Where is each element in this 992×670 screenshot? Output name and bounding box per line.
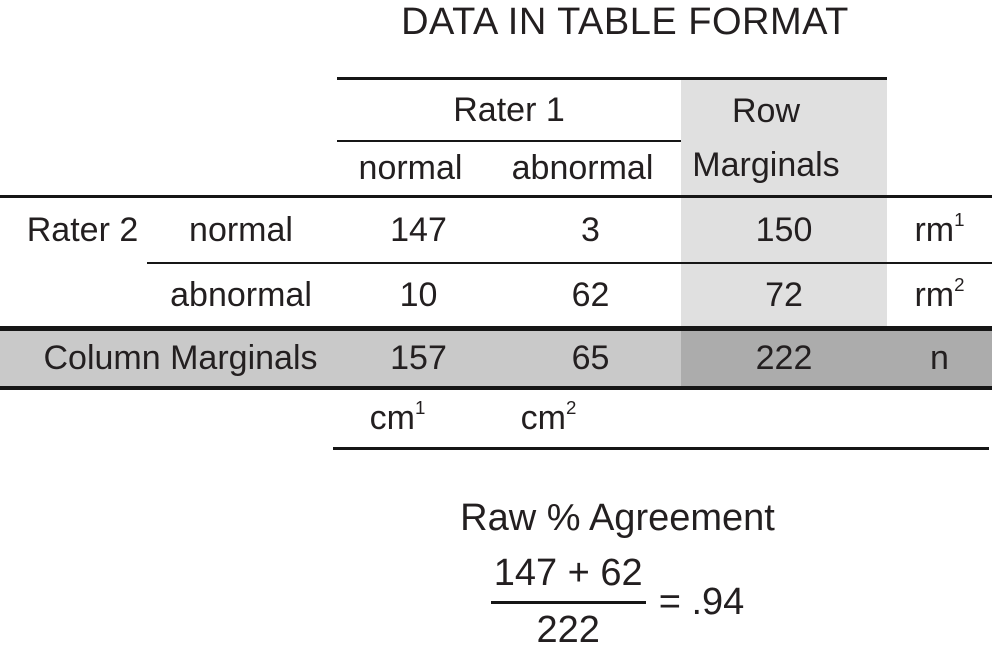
grand-total-cell-shading	[681, 331, 992, 386]
row-label-normal: normal	[189, 210, 293, 249]
column-marginals-row-shading	[0, 331, 681, 386]
cell-column-marginal-1: 157	[390, 339, 447, 377]
rm2-superscript: 2	[954, 274, 965, 296]
table-row-normal: Rater 2 normal 147 3 150 rm1	[0, 198, 992, 262]
row-marginals-column-shading	[681, 80, 887, 326]
row-marginals-header-line1: Row	[731, 91, 801, 130]
cell-abnormal-normal: 10	[399, 275, 438, 314]
rule-above-column-marginals	[0, 326, 992, 331]
column-group-header-rater1: Rater 1	[453, 90, 565, 129]
rule-table-top	[337, 77, 887, 80]
rule-below-column-marginals	[0, 386, 992, 390]
row-marginals-header: Row Marginals	[663, 80, 869, 196]
grand-total-tag-n: n	[930, 339, 949, 377]
row-marginals-header-line2: Marginals	[692, 146, 840, 184]
table-row-abnormal: abnormal 10 62 72 rm2	[0, 264, 992, 326]
column-header-normal: normal	[358, 149, 463, 187]
fraction-denominator: 222	[536, 609, 600, 651]
raw-agreement-formula: 147 + 62 222 = .94	[240, 552, 992, 652]
table-row-column-marginals: Column Marginals 157 65 222 n	[0, 331, 992, 386]
table-row-column-tags: cm1 cm2	[0, 389, 992, 447]
fraction-numerator: 147 + 62	[493, 552, 643, 594]
rm1-superscript: 1	[954, 209, 965, 231]
row-label-abnormal: abnormal	[170, 275, 312, 314]
cell-normal-normal: 147	[390, 210, 447, 249]
cell-row-marginal-1: 150	[755, 210, 813, 249]
rule-between-data-rows	[147, 262, 992, 264]
row-tag-rm2: rm2	[914, 274, 965, 314]
row-group-label-rater2: Rater 2	[26, 210, 139, 249]
cell-row-marginal-2: 72	[765, 275, 803, 314]
cell-grand-total: 222	[755, 339, 813, 377]
rule-under-column-headers	[0, 195, 992, 198]
column-marginals-label: Column Marginals	[43, 339, 318, 377]
column-tag-cm1: cm1	[369, 397, 426, 437]
raw-agreement-heading: Raw % Agreement	[460, 496, 775, 539]
cell-normal-abnormal: 3	[581, 210, 600, 249]
figure-title: DATA IN TABLE FORMAT	[401, 0, 849, 43]
column-tag-cm2: cm2	[520, 397, 577, 437]
cm1-superscript: 1	[414, 397, 426, 419]
formula-result: = .94	[658, 580, 745, 623]
cm2-superscript: 2	[565, 397, 577, 419]
rule-under-rater1	[337, 140, 681, 142]
cell-column-marginal-2: 65	[571, 339, 610, 377]
formula-fraction: 147 + 62 222	[490, 552, 646, 652]
rule-table-bottom	[333, 447, 989, 450]
cell-abnormal-abnormal: 62	[571, 275, 610, 314]
row-tag-rm1: rm1	[914, 209, 965, 249]
fraction-bar	[490, 601, 646, 604]
column-header-abnormal: abnormal	[511, 149, 654, 187]
